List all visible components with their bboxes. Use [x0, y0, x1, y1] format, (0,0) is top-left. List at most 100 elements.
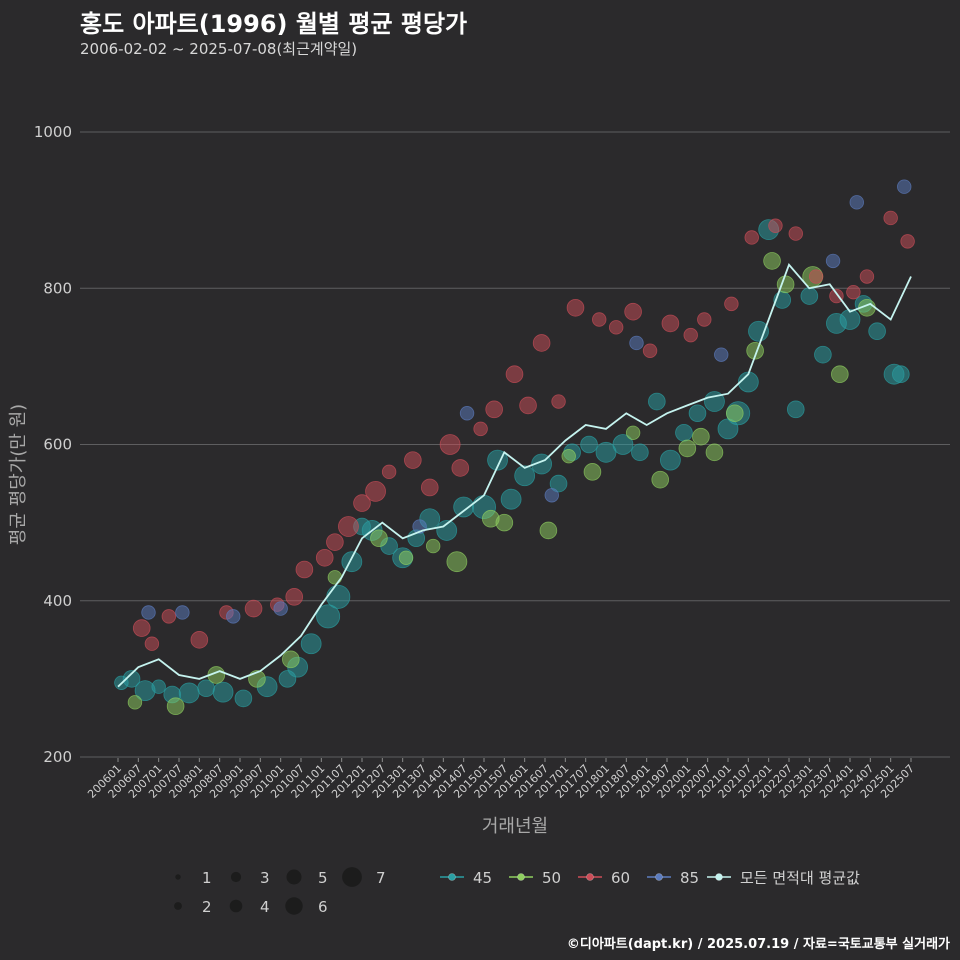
- size-legend-dot: [285, 897, 303, 915]
- data-point-45: [675, 423, 693, 442]
- size-legend-dot: [174, 902, 182, 910]
- data-point-60: [808, 269, 824, 284]
- color-legend-swatch: [448, 873, 456, 881]
- data-point-85: [544, 488, 559, 503]
- data-point-60: [532, 334, 551, 352]
- y-tick-label: 800: [43, 279, 72, 297]
- data-point-85: [629, 335, 644, 351]
- data-point-45: [612, 434, 634, 455]
- data-point-45: [122, 670, 141, 688]
- data-point-85: [141, 605, 156, 620]
- data-point-45: [580, 435, 598, 454]
- y-tick-label: 400: [43, 592, 72, 610]
- data-point-60: [353, 494, 371, 512]
- data-point-85: [825, 253, 841, 269]
- data-point-85: [459, 406, 475, 421]
- data-point-60: [661, 314, 680, 333]
- size-legend-label: 2: [202, 898, 212, 916]
- data-point-45: [549, 474, 568, 493]
- color-legend-label: 모든 면적대 평균값: [740, 869, 860, 887]
- data-point-60: [724, 296, 739, 312]
- grid-layer: [80, 131, 950, 758]
- data-point-60: [381, 464, 397, 480]
- size-legend-dot: [342, 867, 362, 887]
- data-point-60: [624, 302, 642, 321]
- data-point-45: [595, 441, 617, 463]
- data-point-45: [868, 322, 886, 341]
- data-point-60: [295, 560, 314, 579]
- data-point-85: [897, 179, 912, 194]
- data-point-45: [800, 287, 819, 305]
- data-point-60: [485, 400, 503, 419]
- data-point-50: [725, 404, 744, 423]
- data-point-45: [500, 488, 522, 510]
- data-point-50: [561, 449, 576, 464]
- data-point-50: [282, 650, 300, 669]
- data-point-60: [244, 599, 263, 618]
- data-point-50: [705, 443, 724, 462]
- data-point-60: [744, 230, 759, 245]
- data-point-45: [748, 320, 769, 342]
- y-tick-label: 1000: [34, 123, 72, 141]
- data-point-60: [900, 234, 915, 249]
- color-legend-label: 60: [611, 869, 630, 887]
- size-legend-label: 1: [202, 869, 212, 887]
- size-legend-label: 7: [376, 869, 386, 887]
- data-point-60: [473, 421, 488, 437]
- data-point-60: [190, 631, 209, 649]
- color-legend-swatch: [586, 873, 594, 881]
- data-point-50: [370, 529, 388, 548]
- data-point-60: [420, 478, 439, 497]
- data-point-60: [768, 218, 783, 233]
- size-legend-label: 4: [260, 898, 270, 916]
- data-point-45: [814, 345, 832, 364]
- data-point-60: [439, 434, 461, 455]
- color-legend-swatch: [655, 873, 663, 881]
- chart-subtitle: 2006-02-02 ~ 2025-07-08(최근계약일): [80, 40, 358, 58]
- x-axis-label: 거래년월: [482, 816, 548, 837]
- data-point-60: [519, 396, 537, 415]
- data-point-50: [495, 513, 514, 532]
- data-point-50: [127, 695, 143, 710]
- data-point-45: [151, 679, 166, 694]
- data-point-60: [161, 609, 177, 624]
- data-point-60: [697, 312, 712, 327]
- data-point-60: [883, 210, 898, 226]
- data-point-50: [692, 427, 710, 446]
- data-point-50: [425, 538, 441, 554]
- data-point-60: [132, 619, 151, 637]
- data-point-50: [625, 425, 641, 440]
- color-legend-swatch: [517, 873, 525, 881]
- size-legend-label: 3: [260, 869, 270, 887]
- data-point-50: [398, 550, 414, 565]
- data-point-60: [365, 480, 386, 502]
- data-point-45: [786, 400, 805, 419]
- data-point-45: [316, 604, 341, 629]
- y-tick-label: 600: [43, 436, 72, 454]
- data-point-45: [341, 551, 363, 573]
- data-point-50: [539, 521, 558, 540]
- data-point-45: [688, 404, 707, 423]
- data-point-60: [608, 320, 624, 335]
- data-point-45: [659, 449, 681, 471]
- data-point-45: [453, 496, 475, 518]
- size-legend-dot: [230, 871, 242, 883]
- data-point-45: [514, 465, 536, 487]
- data-point-60: [683, 327, 698, 343]
- size-legend-label: 6: [318, 898, 328, 916]
- data-point-50: [583, 463, 602, 481]
- data-point-60: [592, 312, 607, 327]
- color-legend-label: 45: [473, 869, 492, 887]
- data-point-85: [849, 195, 864, 210]
- data-point-85: [175, 605, 190, 620]
- data-point-45: [839, 309, 861, 330]
- average-line: [117, 263, 912, 688]
- data-point-45: [300, 633, 322, 655]
- source-credit: ©디아파트(dapt.kr) / 2025.07.19 / 자료=국토교통부 실…: [566, 937, 950, 952]
- data-point-60: [451, 459, 470, 477]
- avg-line-layer: [117, 263, 912, 688]
- point-layer: [114, 179, 915, 716]
- data-point-85: [273, 601, 288, 616]
- color-legend-label: 50: [542, 869, 561, 887]
